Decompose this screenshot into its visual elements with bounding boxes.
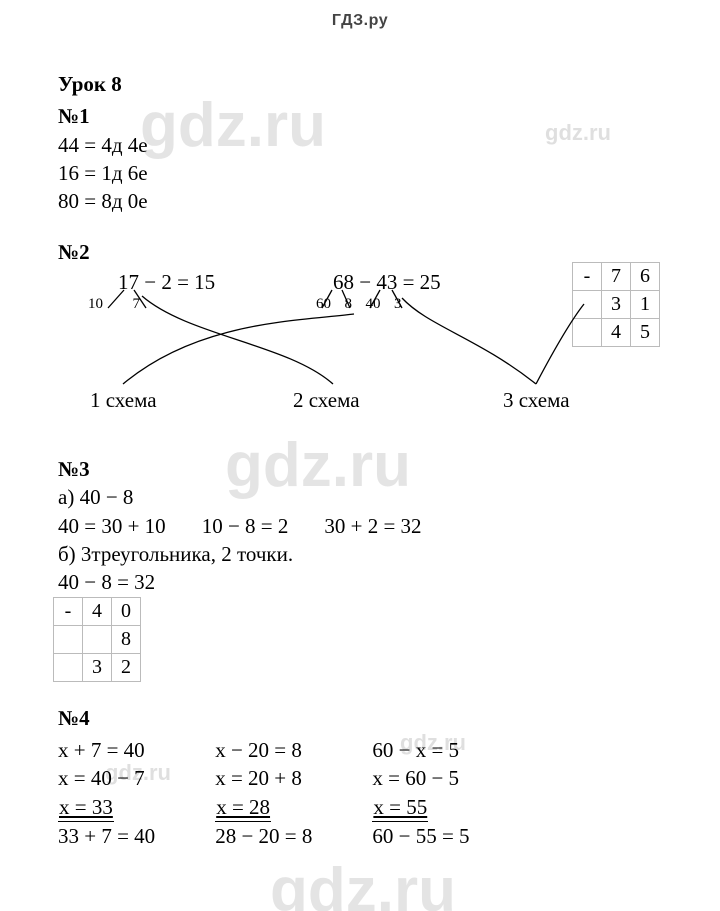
sec3-eq: 10 − 8 = 2 [202, 512, 289, 540]
sec3-b: б) 3треугольника, 2 точки. [58, 540, 668, 568]
cell: - [54, 597, 83, 625]
sec3-row: 40 = 30 + 10 10 − 8 = 2 30 + 2 = 32 [58, 512, 668, 540]
subtraction-table-76-31: -76 31 45 [572, 262, 660, 347]
cell: 7 [602, 263, 631, 291]
cell [573, 319, 602, 347]
eq-check: 28 − 20 = 8 [215, 822, 312, 850]
cell: 5 [631, 319, 660, 347]
sec1-line: 16 = 1д 6е [58, 159, 668, 187]
eq2-b: 8 [345, 296, 353, 312]
cell: 0 [112, 597, 141, 625]
section-1: №1 44 = 4д 4е 16 = 1д 6е 80 = 8д 0е [58, 102, 668, 215]
sec4-columns: x + 7 = 40 x = 40 − 7 x = 33 33 + 7 = 40… [58, 736, 668, 850]
schema-3-label: 3 схема [503, 386, 570, 414]
eq-check: 33 + 7 = 40 [58, 822, 155, 850]
cell: 3 [602, 291, 631, 319]
eq-line: x = 60 − 5 [372, 764, 469, 792]
sec4-col: x − 20 = 8 x = 20 + 8 x = 28 28 − 20 = 8 [215, 736, 312, 850]
eq-68-43: 68 − 43 = 25 [333, 268, 441, 296]
subtraction-table-40-8: -40 8 32 [53, 597, 141, 682]
cell: 4 [602, 319, 631, 347]
cell: 1 [631, 291, 660, 319]
sec3-eq: 30 + 2 = 32 [324, 512, 421, 540]
eq-line: x = 20 + 8 [215, 764, 312, 792]
section-2: №2 17 − 2 = 15 10 7 68 − 43 = 25 60 8 40… [58, 238, 668, 441]
sec3-b-eq: 40 − 8 = 32 [58, 568, 668, 596]
eq-line: x + 7 = 40 [58, 736, 155, 764]
section-3: №3 а) 40 − 8 40 = 30 + 10 10 − 8 = 2 30 … [58, 455, 668, 682]
sec4-col: x + 7 = 40 x = 40 − 7 x = 33 33 + 7 = 40 [58, 736, 155, 850]
lesson-title-text: Урок 8 [58, 72, 122, 96]
eq-line: x − 20 = 8 [215, 736, 312, 764]
eq-solution: x = 28 [215, 793, 312, 822]
section-4: №4 x + 7 = 40 x = 40 − 7 x = 33 33 + 7 =… [58, 704, 668, 851]
sec3-eq: 40 = 30 + 10 [58, 512, 166, 540]
eq-solution: x = 33 [58, 793, 155, 822]
schema-2-label: 2 схема [293, 386, 360, 414]
schema-1-label: 1 схема [90, 386, 157, 414]
cell [54, 625, 83, 653]
eq2-split: 60 8 40 3 [316, 294, 402, 314]
cell: 2 [112, 653, 141, 681]
eq-line: 60 − x = 5 [372, 736, 469, 764]
sec3-a: а) 40 − 8 [58, 483, 668, 511]
cell: 8 [112, 625, 141, 653]
eq-check: 60 − 55 = 5 [372, 822, 469, 850]
eq2-d: 3 [394, 296, 402, 312]
cell [54, 653, 83, 681]
page: ГДЗ.ру gdz.ru gdz.ru gdz.ru gdz.ru gdz.r… [0, 0, 720, 911]
eq1-split-left: 10 [88, 296, 103, 312]
cell: 3 [83, 653, 112, 681]
cell: - [573, 263, 602, 291]
sec1-line: 80 = 8д 0е [58, 187, 668, 215]
lesson-title: Урок 8 [58, 70, 668, 98]
eq-line: x = 40 − 7 [58, 764, 155, 792]
section-1-title: №1 [58, 102, 668, 130]
content: Урок 8 №1 44 = 4д 4е 16 = 1д 6е 80 = 8д … [58, 70, 668, 861]
eq1-split: 10 7 [88, 294, 140, 314]
eq2-c: 40 [366, 296, 381, 312]
cell [83, 625, 112, 653]
site-header: ГДЗ.ру [0, 12, 720, 30]
eq-solution: x = 55 [372, 793, 469, 822]
eq1-split-right: 7 [133, 296, 141, 312]
sec4-col: 60 − x = 5 x = 60 − 5 x = 55 60 − 55 = 5 [372, 736, 469, 850]
section-4-title: №4 [58, 704, 668, 732]
eq-17-2: 17 − 2 = 15 [118, 268, 215, 296]
cell: 6 [631, 263, 660, 291]
eq2-a: 60 [316, 296, 331, 312]
cell: 4 [83, 597, 112, 625]
cell [573, 291, 602, 319]
section-2-diagram: 17 − 2 = 15 10 7 68 − 43 = 25 60 8 40 3 [58, 266, 668, 441]
watermark: gdz.ru [270, 855, 456, 911]
sec1-line: 44 = 4д 4е [58, 131, 668, 159]
section-3-title: №3 [58, 455, 668, 483]
